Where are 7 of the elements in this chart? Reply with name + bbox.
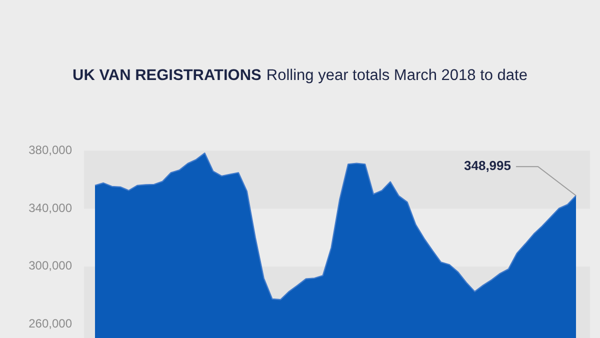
- y-tick-label: 340,000: [28, 200, 72, 215]
- y-tick-label: 300,000: [28, 258, 72, 273]
- chart-subtitle: Rolling year totals March 2018 to date: [266, 67, 528, 84]
- y-tick-label: 380,000: [28, 142, 72, 157]
- chart-title: UK VAN REGISTRATIONS: [72, 67, 262, 84]
- y-tick-label: 260,000: [28, 316, 72, 331]
- annotation: 348,995: [464, 158, 511, 174]
